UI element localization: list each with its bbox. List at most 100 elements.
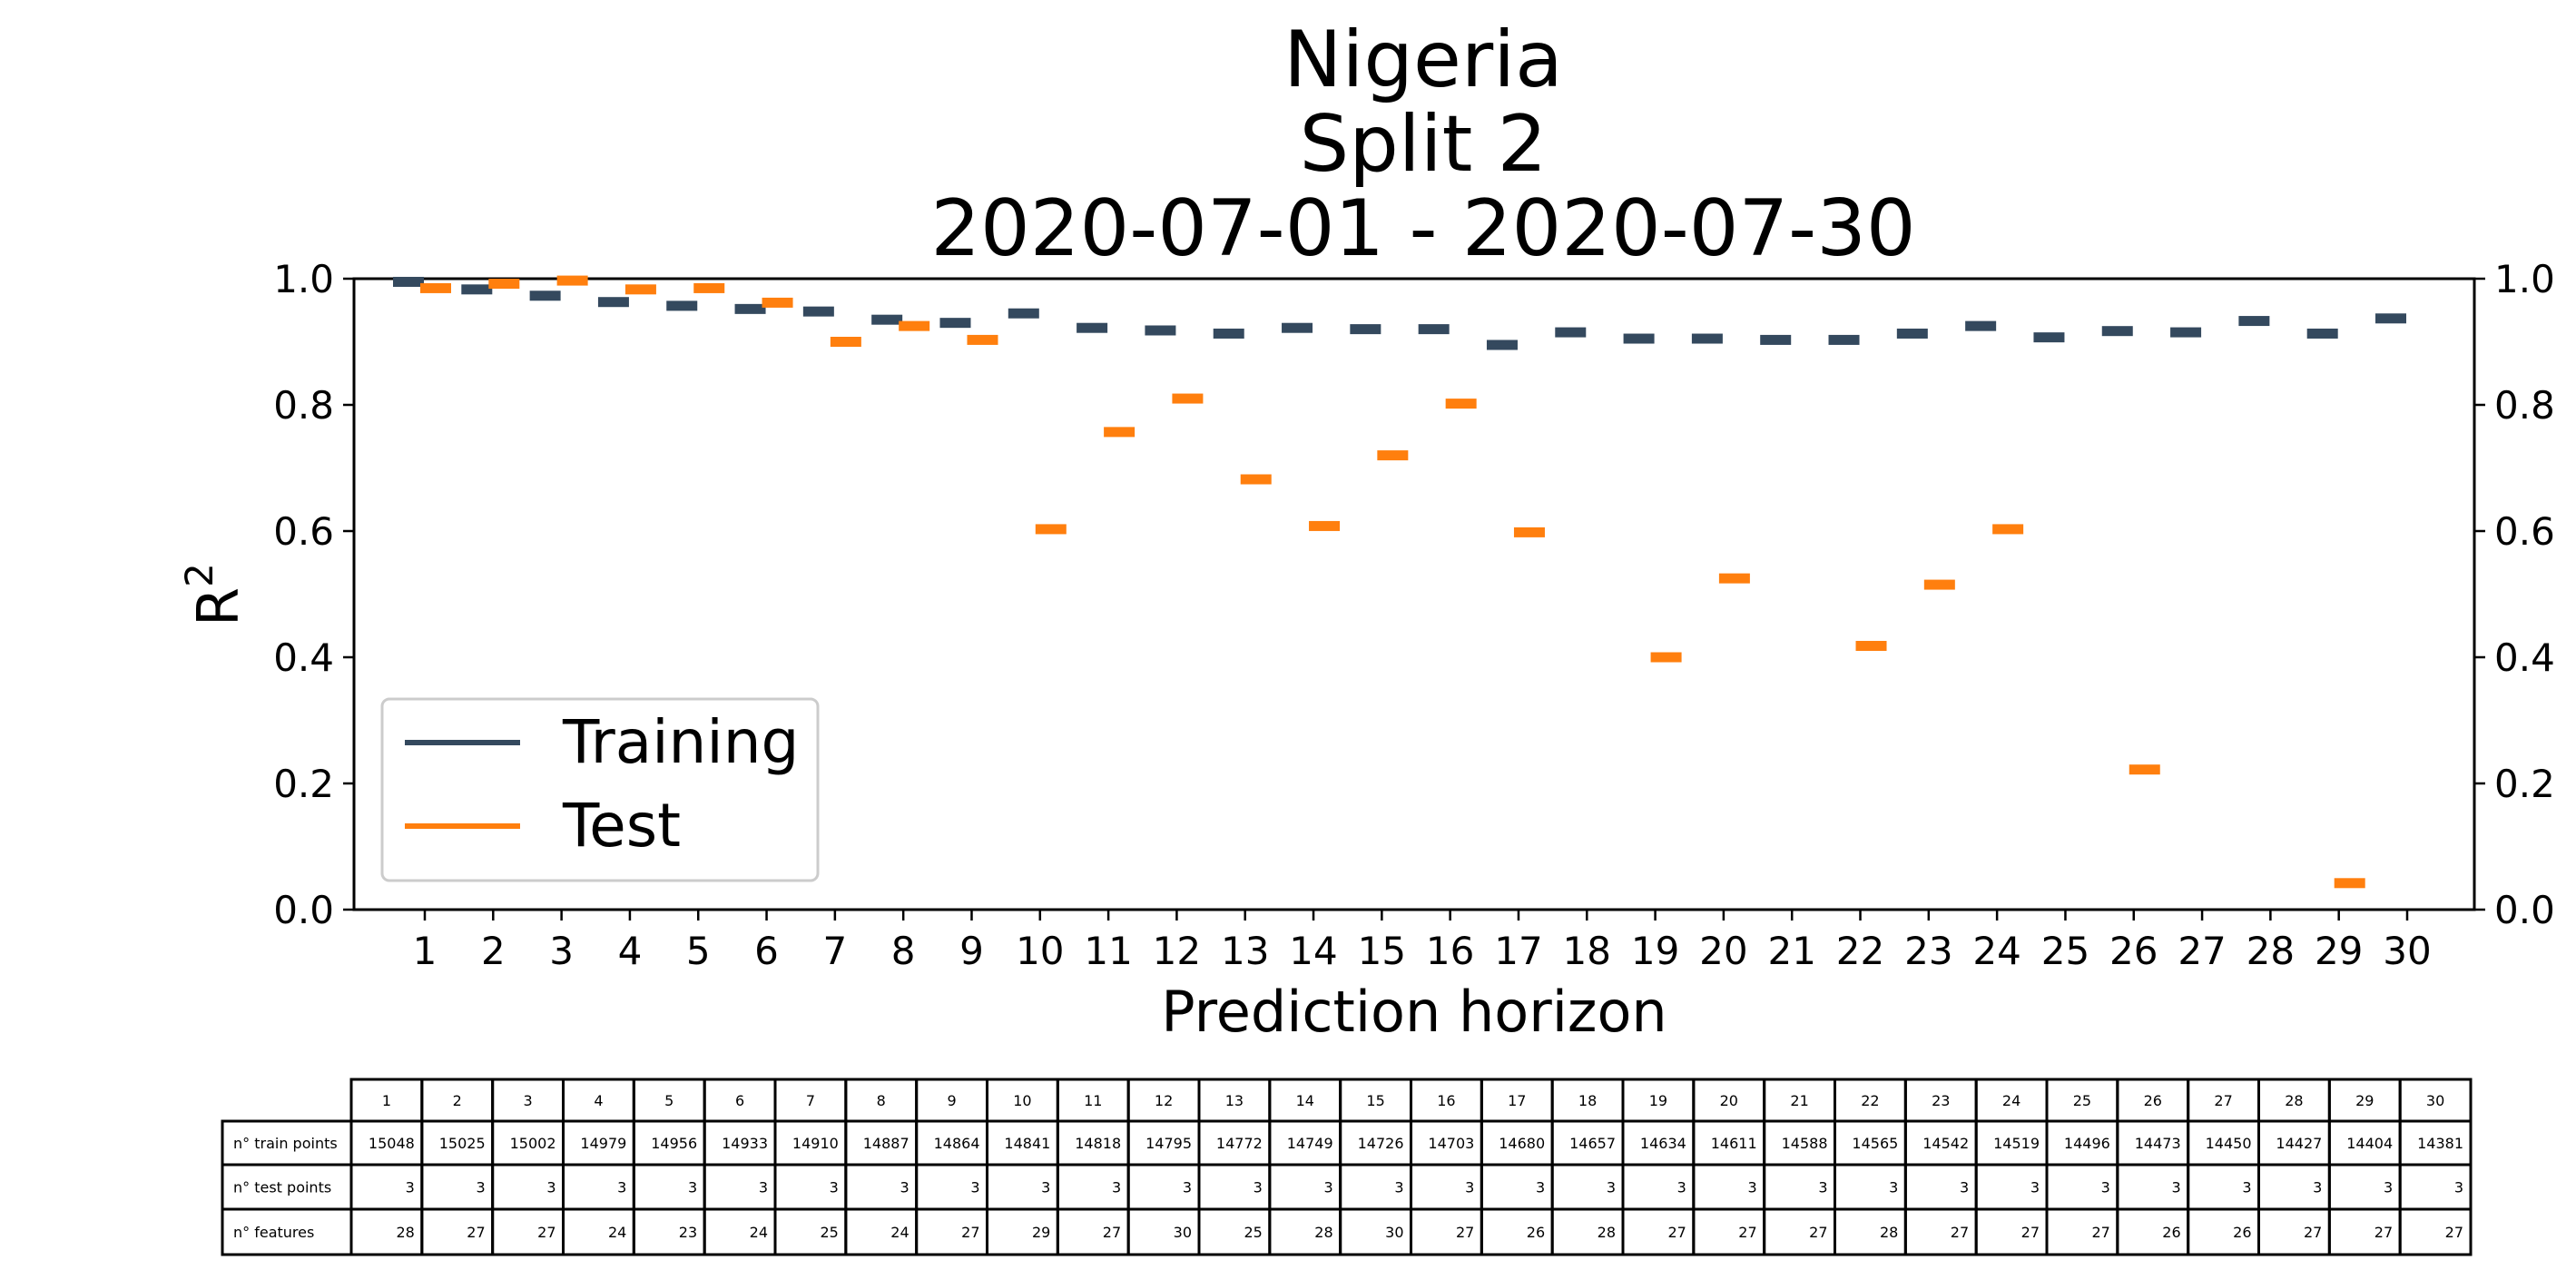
table-cell-value: 27 (537, 1224, 556, 1241)
table-cell-value: 3 (2313, 1179, 2322, 1196)
marker-training (2238, 316, 2270, 327)
table-cell-value: 14404 (2346, 1135, 2393, 1152)
marker-training (1760, 334, 1792, 345)
marker-training (802, 306, 834, 317)
table-row-label: n° train points (233, 1135, 338, 1152)
x-tick-label: 9 (959, 929, 984, 973)
table-cell-value: 25 (820, 1224, 838, 1241)
x-tick-label: 17 (1494, 929, 1542, 973)
marker-test (1309, 520, 1341, 531)
table-header-label: 2 (453, 1092, 462, 1109)
marker-training (1213, 328, 1244, 339)
table-cell-value: 3 (2030, 1179, 2040, 1196)
y-tick-label-right: 0.8 (2494, 383, 2555, 428)
table-cell-value: 27 (2021, 1224, 2040, 1241)
table-cell-value: 30 (1385, 1224, 1403, 1241)
table-cell-value: 14657 (1569, 1135, 1616, 1152)
marker-training (2033, 332, 2065, 343)
x-tick-label: 27 (2178, 929, 2226, 973)
x-tick-label: 10 (1016, 929, 1064, 973)
y-axis-label: R2 (177, 563, 251, 626)
marker-training (393, 276, 424, 287)
marker-training (461, 284, 493, 295)
table-cell-value: 3 (2101, 1179, 2110, 1196)
marker-test (830, 337, 861, 347)
x-tick-label: 22 (1836, 929, 1884, 973)
marker-test (2129, 764, 2160, 775)
table-cell-value: 3 (2242, 1179, 2251, 1196)
marker-training (666, 300, 698, 311)
table-cell-value: 28 (1598, 1224, 1616, 1241)
y-tick-label-left: 0.2 (273, 762, 334, 806)
table-header-label: 15 (1366, 1092, 1384, 1109)
marker-test (1923, 579, 1955, 590)
y-tick-label-left: 0.0 (273, 888, 334, 932)
table-header-label: 1 (382, 1092, 391, 1109)
y-tick-label-right: 1.0 (2494, 257, 2555, 301)
table-header-label: 5 (664, 1092, 673, 1109)
table-cell-value: 14933 (722, 1135, 768, 1152)
marker-test (1104, 427, 1136, 438)
table-cell-value: 14381 (2417, 1135, 2463, 1152)
table-header-label: 19 (1649, 1092, 1667, 1109)
marker-training (2306, 328, 2338, 339)
x-tick-label: 29 (2315, 929, 2363, 973)
marker-test (762, 297, 793, 308)
table-cell-value: 26 (2162, 1224, 2180, 1241)
marker-training (1008, 308, 1039, 319)
table-header-label: 18 (1578, 1092, 1597, 1109)
x-tick-label: 2 (481, 929, 506, 973)
marker-test (967, 334, 998, 345)
table-cell-value: 3 (830, 1179, 839, 1196)
table-cell-value: 14634 (1640, 1135, 1686, 1152)
table-cell-value: 14450 (2206, 1135, 2252, 1152)
table-cell-value: 3 (1183, 1179, 1192, 1196)
table-cell-value: 14749 (1287, 1135, 1333, 1152)
marker-training (1418, 324, 1450, 335)
x-tick-label: 18 (1563, 929, 1611, 973)
x-tick-label: 24 (1972, 929, 2020, 973)
table-header-label: 27 (2214, 1092, 2232, 1109)
marker-training (529, 290, 561, 301)
table-cell-value: 3 (546, 1179, 556, 1196)
marker-test (1377, 450, 1409, 461)
table-cell-value: 3 (1041, 1179, 1050, 1196)
x-tick-label: 5 (686, 929, 711, 973)
table-cell-value: 14910 (792, 1135, 839, 1152)
table-cell-value: 27 (2304, 1224, 2322, 1241)
table-row-label: n° features (233, 1224, 314, 1241)
table-cell-value: 15002 (510, 1135, 556, 1152)
marker-training (1350, 324, 1381, 335)
table-header-label: 6 (735, 1092, 744, 1109)
title-line-3: 2020-07-01 - 2020-07-30 (930, 183, 1915, 274)
x-tick-label: 19 (1631, 929, 1679, 973)
table-cell-value: 3 (1818, 1179, 1827, 1196)
table-cell-value: 28 (396, 1224, 414, 1241)
table-cell-value: 27 (467, 1224, 485, 1241)
marker-training (1828, 334, 1860, 345)
marker-training (1145, 325, 1176, 336)
table-cell-value: 26 (1527, 1224, 1545, 1241)
table-header-label: 12 (1155, 1092, 1173, 1109)
table-cell-value: 23 (679, 1224, 697, 1241)
y-tick-label-right: 0.6 (2494, 509, 2555, 554)
x-tick-label: 16 (1426, 929, 1474, 973)
marker-test (556, 275, 588, 286)
marker-test (420, 282, 451, 293)
table-cell-value: 3 (617, 1179, 626, 1196)
table-cell-value: 3 (2171, 1179, 2180, 1196)
plot-area: 0.0 0.00.2 0.20.4 0.40.6 0.60.8 0.81.0 1.01 2 3 4… (177, 257, 2555, 1045)
table-cell-value: 3 (476, 1179, 485, 1196)
table-cell-value: 3 (1960, 1179, 1969, 1196)
x-tick-label: 1 (413, 929, 438, 973)
table-cell-value: 14979 (580, 1135, 626, 1152)
marker-test (1992, 524, 2024, 535)
marker-test (1855, 640, 1887, 651)
table-cell-value: 3 (1889, 1179, 1898, 1196)
y-tick-label-right: 0.4 (2494, 635, 2555, 680)
table-header-label: 21 (1790, 1092, 1808, 1109)
table-cell-value: 14956 (651, 1135, 697, 1152)
table-header-label: 13 (1225, 1092, 1244, 1109)
table-cell-value: 28 (1314, 1224, 1332, 1241)
